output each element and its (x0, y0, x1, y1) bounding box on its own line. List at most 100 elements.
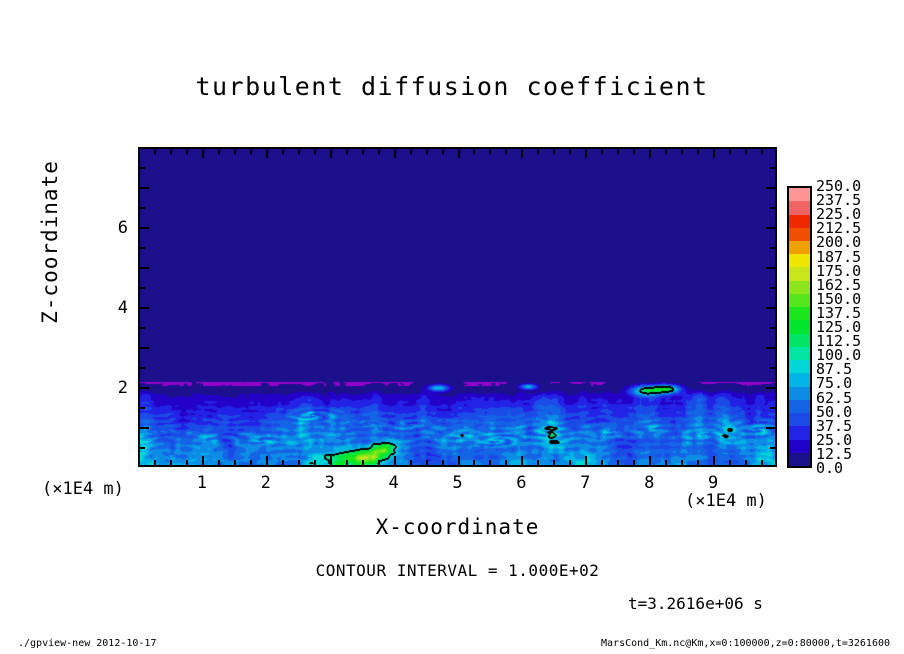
x-axis-tick-label: 3 (324, 473, 335, 493)
x-axis-tick (681, 460, 684, 465)
footer-dataset: MarsCond_Km.nc@Km,x=0:100000,z=0:80000,t… (601, 638, 890, 649)
x-axis-tick (505, 149, 508, 154)
y-axis-tick (766, 187, 775, 189)
y-axis-tick (766, 427, 775, 429)
x-axis-tick (345, 149, 348, 154)
y-axis-tick (140, 247, 145, 249)
colorbar-tick-label: 87.5 (816, 360, 853, 379)
x-axis-tick (297, 460, 300, 465)
x-axis-tick (649, 149, 652, 158)
x-axis-tick (489, 149, 492, 154)
y-axis-tick (766, 307, 775, 309)
x-axis-tick (761, 460, 764, 465)
x-axis-tick (409, 149, 412, 154)
x-axis-tick (569, 149, 572, 154)
y-axis-tick (766, 227, 775, 229)
x-axis-tick (249, 149, 252, 154)
x-axis-tick (665, 460, 668, 465)
x-axis-tick (377, 460, 380, 465)
x-axis-tick (233, 460, 236, 465)
colorbar-tick-label: 200.0 (816, 233, 862, 252)
x-axis-tick (297, 149, 300, 154)
y-axis-tick-label: 6 (117, 218, 128, 238)
colorbar-band (789, 214, 810, 228)
x-axis-tick (265, 456, 268, 465)
colorbar-band (789, 413, 810, 427)
page-title: turbulent diffusion coefficient (195, 72, 709, 101)
colorbar-tick-label: 12.5 (816, 444, 853, 463)
x-axis-tick (473, 149, 476, 154)
x-axis-tick (505, 460, 508, 465)
x-axis-tick-label: 6 (516, 473, 527, 493)
colorbar (787, 186, 812, 468)
x-axis-tick (457, 149, 460, 158)
x-axis-tick (329, 149, 332, 158)
time-stamp-note: t=3.2616e+06 s (628, 594, 763, 613)
x-axis-tick (409, 460, 412, 465)
x-axis-tick (425, 149, 428, 154)
colorbar-band (789, 399, 810, 414)
y-axis-tick (140, 327, 145, 329)
colorbar-band (789, 320, 810, 334)
x-axis-tick (265, 149, 268, 158)
y-axis-tick (770, 167, 775, 169)
colorbar-tick-label: 25.0 (816, 430, 853, 449)
x-axis-unit-right: (×1E4 m) (685, 491, 767, 511)
x-axis-tick-label: 1 (196, 473, 208, 493)
x-axis-tick-label: 4 (388, 473, 399, 493)
y-axis-tick (140, 307, 149, 309)
x-axis-tick (633, 460, 636, 465)
x-axis-tick (585, 456, 588, 465)
colorbar-tick-label: 137.5 (816, 303, 862, 322)
colorbar-tick-label: 50.0 (816, 402, 853, 421)
y-axis-tick (140, 387, 149, 389)
contour-interval-note: CONTOUR INTERVAL = 1.000E+02 (315, 561, 600, 580)
x-axis-tick (393, 456, 396, 465)
y-axis-tick (766, 347, 775, 349)
x-axis-tick (329, 456, 332, 465)
footer-command: ./gpview-new 2012-10-17 (18, 638, 157, 649)
x-axis-tick (377, 149, 380, 154)
x-axis-tick (729, 149, 732, 154)
x-axis-tick (361, 460, 364, 465)
colorbar-band (789, 346, 810, 361)
y-axis-tick (766, 387, 775, 389)
y-axis-tick (140, 267, 149, 269)
x-axis-tick (185, 460, 188, 465)
colorbar-band (789, 254, 810, 268)
x-axis-tick (313, 149, 316, 154)
x-axis-tick (473, 460, 476, 465)
colorbar-band (789, 360, 810, 374)
colorbar-tick-label: 62.5 (816, 388, 853, 407)
x-axis-tick-label: 5 (452, 473, 463, 493)
x-axis-tick (713, 149, 716, 158)
x-axis-tick (441, 149, 444, 154)
x-axis-tick-label: 9 (707, 473, 719, 493)
x-axis-tick (425, 460, 428, 465)
y-axis-tick (770, 447, 775, 449)
x-axis-tick (617, 460, 620, 465)
x-axis-tick (569, 460, 572, 465)
colorbar-band (789, 188, 810, 202)
colorbar-band (789, 452, 810, 466)
y-axis-tick (140, 227, 149, 229)
colorbar-tick-label: 125.0 (816, 318, 862, 336)
colorbar-tick-label: 175.0 (816, 261, 862, 280)
colorbar-tick-label: 0.0 (816, 459, 844, 477)
x-axis-tick (681, 149, 684, 154)
x-axis-tick (697, 460, 700, 465)
contour-plot-area (138, 147, 777, 467)
colorbar-tick-label: 225.0 (816, 205, 862, 224)
colorbar-tick-label: 187.5 (816, 247, 862, 266)
x-axis-tick (153, 460, 156, 465)
colorbar-band (789, 241, 810, 255)
colorbar-labels: 0.0 12.5 25.0 37.5 50.0 62.5 75.0 87.5 100.0 112.… (816, 179, 896, 477)
x-axis-tick (217, 149, 220, 154)
colorbar-band (789, 267, 810, 281)
x-axis-tick (697, 149, 700, 154)
x-axis-unit-left: (×1E4 m) (42, 479, 124, 499)
y-axis-tick (140, 427, 149, 429)
x-axis-tick-label: 8 (644, 473, 655, 493)
x-axis-tick (521, 456, 524, 465)
x-axis-tick (601, 460, 604, 465)
